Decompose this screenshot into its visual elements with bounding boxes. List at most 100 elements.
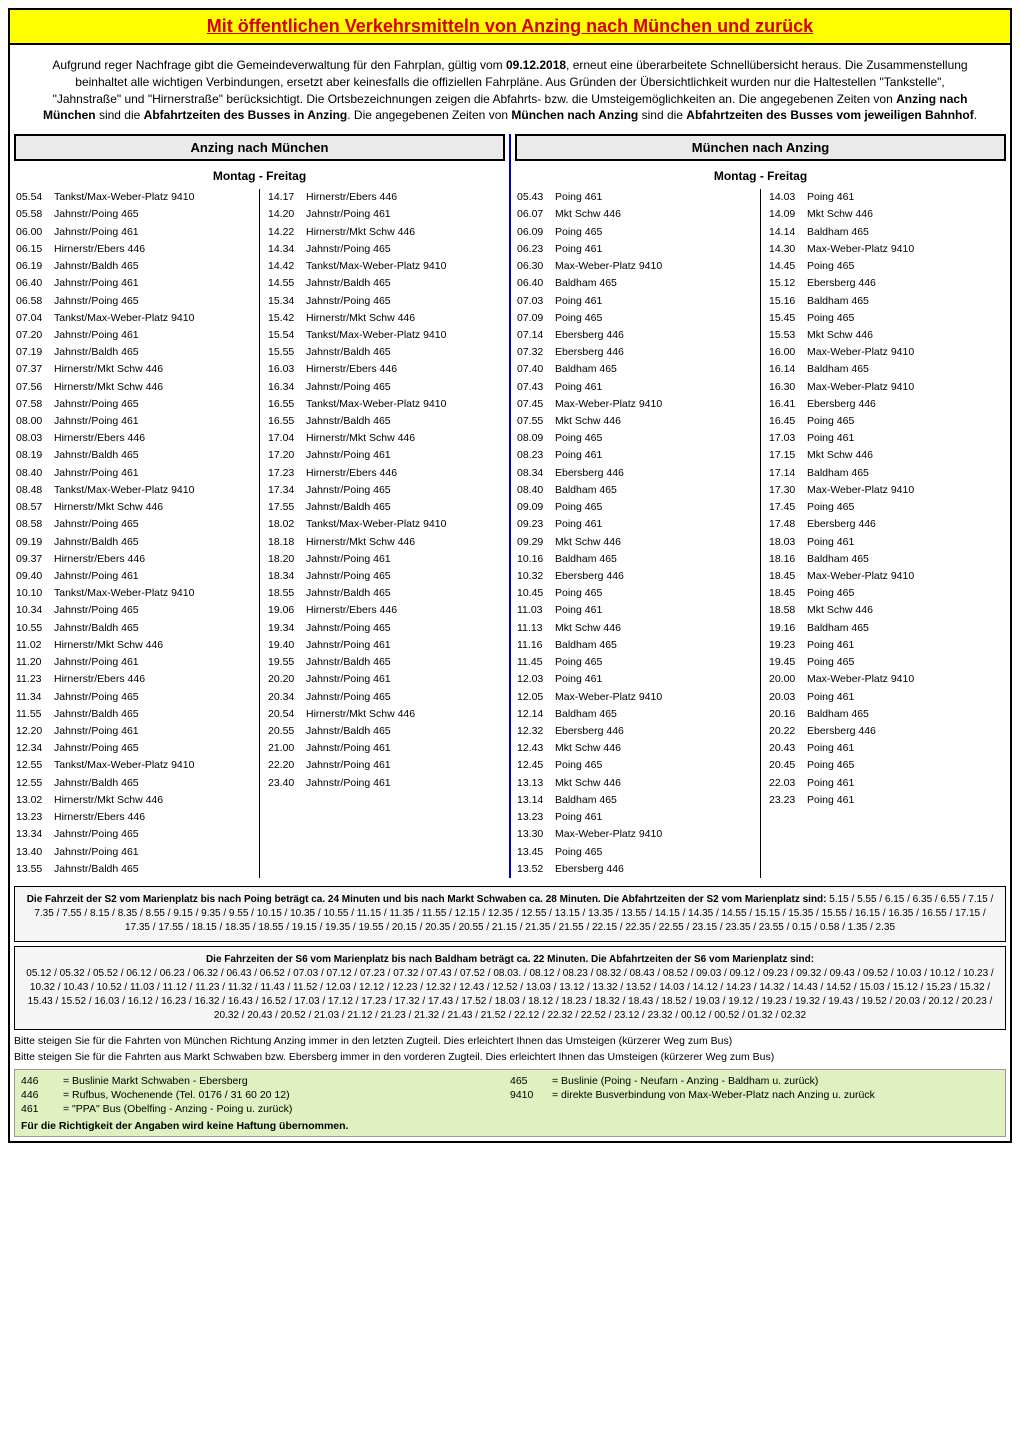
destination: Poing 461 [555,517,752,532]
day-header-left: Montag - Freitag [14,163,505,189]
time: 09.09 [517,500,555,515]
destination: Jahnstr/Poing 461 [306,207,503,222]
schedule-row: 17.03Poing 461 [767,430,1006,447]
destination: Ebersberg 446 [555,328,752,343]
schedule-row: 09.19Jahnstr/Baldh 465 [14,534,253,551]
destination: Baldham 465 [807,466,1004,481]
time: 07.40 [517,362,555,377]
time: 23.23 [769,793,807,808]
s2-head: Die Fahrzeit der S2 vom Marienplatz bis … [27,894,827,905]
schedule-row: 22.03Poing 461 [767,775,1006,792]
schedule-row: 06.30Max-Weber-Platz 9410 [515,258,754,275]
schedule-row: 07.45Max-Weber-Platz 9410 [515,396,754,413]
destination: Jahnstr/Poing 461 [54,845,251,860]
destination: Jahnstr/Baldh 465 [306,586,503,601]
intro-bold: Abfahrtzeiten des Busses vom jeweiligen … [686,108,973,122]
schedule-row: 06.19Jahnstr/Baldh 465 [14,258,253,275]
schedule-row: 15.34Jahnstr/Poing 465 [266,293,505,310]
legend-row: 465= Buslinie (Poing - Neufarn - Anzing … [510,1074,999,1088]
time: 06.07 [517,207,555,222]
schedule-row: 18.18Hirnerstr/Mkt Schw 446 [266,534,505,551]
time: 14.55 [268,276,306,291]
schedule-col: 05.54Tankst/Max-Weber-Platz 941005.58Jah… [14,189,253,878]
schedule-row: 15.55Jahnstr/Baldh 465 [266,344,505,361]
destination: Ebersberg 446 [807,517,1004,532]
destination: Jahnstr/Poing 465 [54,741,251,756]
time: 11.16 [517,638,555,653]
schedule-row: 09.23Poing 461 [515,516,754,533]
time: 10.16 [517,552,555,567]
schedule-row: 17.45Poing 465 [767,499,1006,516]
hint-line: Bitte steigen Sie für die Fahrten aus Ma… [14,1050,1006,1066]
destination: Poing 465 [555,586,752,601]
destination: Baldham 465 [807,294,1004,309]
time: 18.45 [769,586,807,601]
time: 06.40 [517,276,555,291]
schedule-row: 08.40Jahnstr/Poing 461 [14,465,253,482]
destination: Poing 465 [807,414,1004,429]
column-separator [760,189,761,878]
schedule-row: 11.13Mkt Schw 446 [515,620,754,637]
schedule-row: 10.34Jahnstr/Poing 465 [14,602,253,619]
destination: Max-Weber-Platz 9410 [807,483,1004,498]
time: 16.14 [769,362,807,377]
schedule-row: 07.32Ebersberg 446 [515,344,754,361]
intro-part: sind die [96,108,144,122]
destination: Ebersberg 446 [807,724,1004,739]
time: 07.09 [517,311,555,326]
time: 17.14 [769,466,807,481]
time: 07.32 [517,345,555,360]
schedule-row: 12.03Poing 461 [515,671,754,688]
schedule-row: 10.10Tankst/Max-Weber-Platz 9410 [14,585,253,602]
schedule-row: 19.40Jahnstr/Poing 461 [266,637,505,654]
schedule-row: 06.40Baldham 465 [515,275,754,292]
schedule-row: 08.03Hirnerstr/Ebers 446 [14,430,253,447]
time: 11.03 [517,603,555,618]
schedule-row: 14.34Jahnstr/Poing 465 [266,241,505,258]
destination: Hirnerstr/Ebers 446 [54,552,251,567]
destination: Jahnstr/Poing 461 [306,776,503,791]
time: 10.10 [16,586,54,601]
intro-part: Aufgrund reger Nachfrage gibt die Gemein… [52,58,506,72]
time: 10.45 [517,586,555,601]
schedule-row: 08.48Tankst/Max-Weber-Platz 9410 [14,482,253,499]
destination: Jahnstr/Poing 465 [54,207,251,222]
time: 14.34 [268,242,306,257]
destination: Max-Weber-Platz 9410 [807,380,1004,395]
schedule-row: 19.55Jahnstr/Baldh 465 [266,654,505,671]
destination: Mkt Schw 446 [555,414,752,429]
time: 14.42 [268,259,306,274]
time: 08.40 [16,466,54,481]
schedule-row: 11.02Hirnerstr/Mkt Schw 446 [14,637,253,654]
schedule-row: 11.03Poing 461 [515,602,754,619]
destination: Poing 465 [555,311,752,326]
time: 20.03 [769,690,807,705]
schedule-col: 05.43Poing 46106.07Mkt Schw 44606.09Poin… [515,189,754,878]
destination: Jahnstr/Poing 465 [306,380,503,395]
schedule-row: 12.34Jahnstr/Poing 465 [14,740,253,757]
time: 19.55 [268,655,306,670]
time: 14.14 [769,225,807,240]
time: 12.34 [16,741,54,756]
center-separator [509,134,511,878]
intro-bold: Abfahrtzeiten des Busses in Anzing [144,108,348,122]
schedule-row: 07.56Hirnerstr/Mkt Schw 446 [14,379,253,396]
destination: Jahnstr/Baldh 465 [54,707,251,722]
schedule-row: 14.22Hirnerstr/Mkt Schw 446 [266,224,505,241]
time: 07.45 [517,397,555,412]
schedule-row: 20.20Jahnstr/Poing 461 [266,671,505,688]
time: 07.55 [517,414,555,429]
intro-part: . [974,108,977,122]
time: 08.03 [16,431,54,446]
destination: Poing 461 [555,380,752,395]
schedule-row: 17.34Jahnstr/Poing 465 [266,482,505,499]
schedule-row: 18.58Mkt Schw 446 [767,602,1006,619]
schedule-row: 20.54Hirnerstr/Mkt Schw 446 [266,706,505,723]
destination: Baldham 465 [555,362,752,377]
time: 13.40 [16,845,54,860]
time: 18.18 [268,535,306,550]
destination: Poing 465 [807,500,1004,515]
schedule-tables: Anzing nach München Montag - Freitag 05.… [10,134,1010,882]
destination: Jahnstr/Poing 465 [306,242,503,257]
destination: Hirnerstr/Mkt Schw 446 [306,431,503,446]
